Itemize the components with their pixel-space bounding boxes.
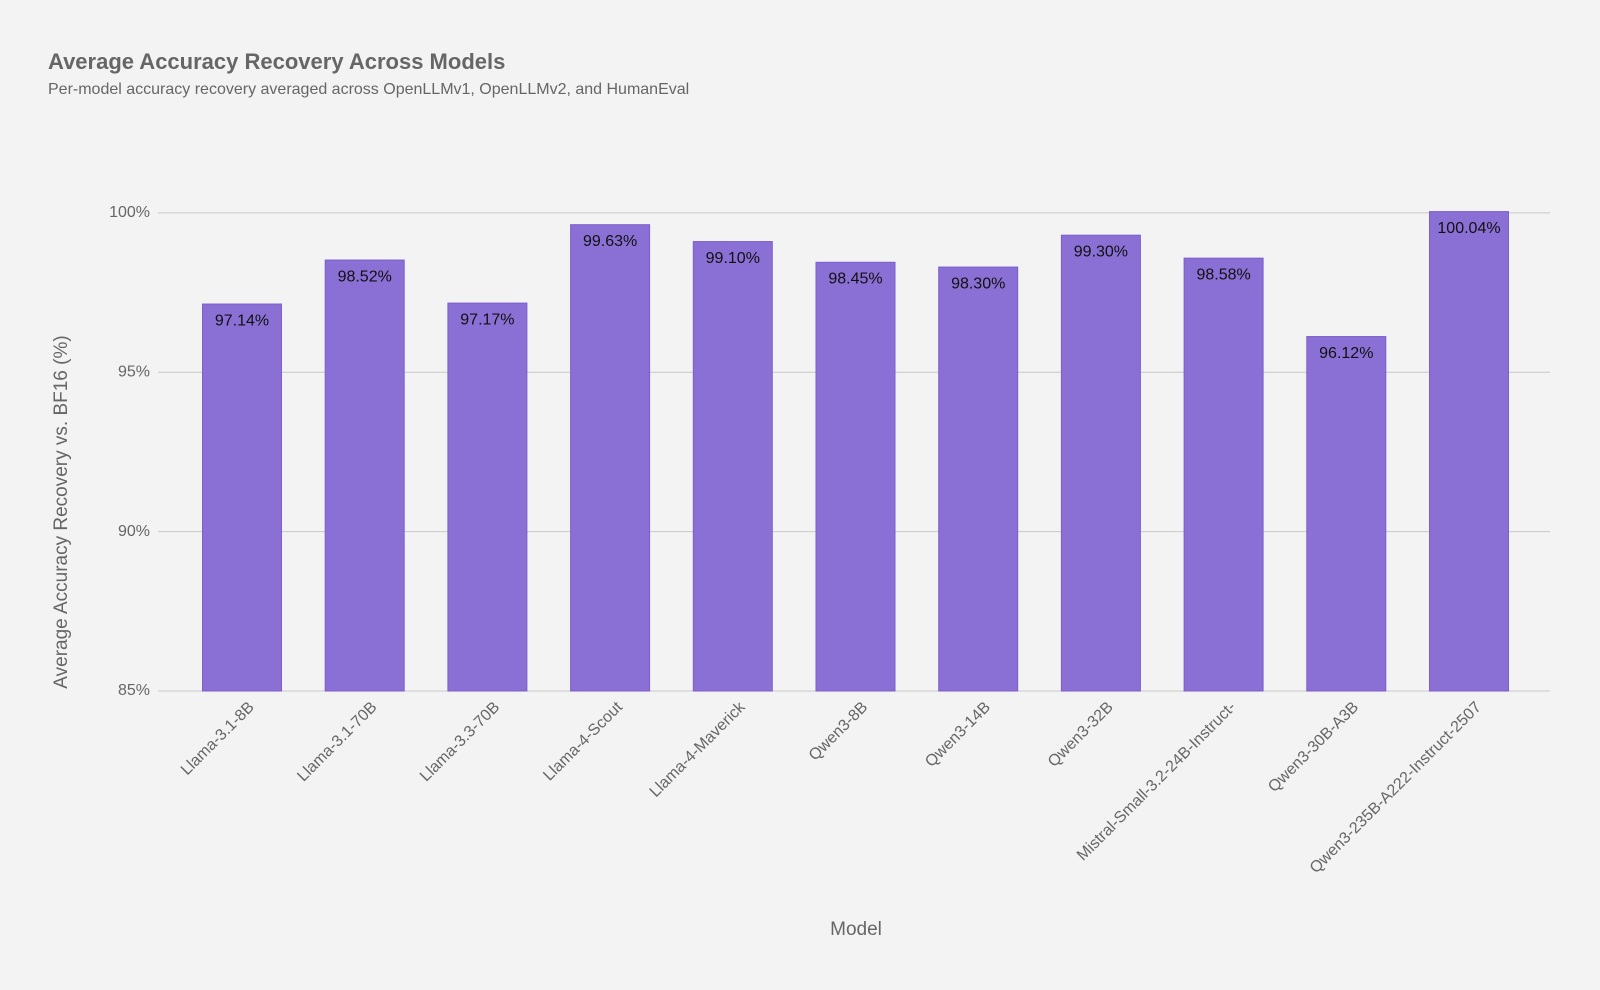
bar [815, 261, 896, 692]
bar [1183, 257, 1264, 692]
value-label: 98.58% [1196, 266, 1250, 283]
y-tick-label: 100% [109, 204, 150, 221]
value-label: 98.30% [951, 275, 1005, 292]
bar [324, 259, 405, 692]
bar [1306, 336, 1387, 692]
bar [202, 303, 282, 692]
value-label: 100.04% [1437, 220, 1500, 237]
y-tick-label: 90% [118, 523, 150, 540]
bar [447, 302, 528, 692]
bar [570, 224, 651, 692]
y-axis-title: Average Accuracy Recovery vs. BF16 (%) [51, 335, 72, 688]
bar [1429, 211, 1509, 692]
y-tick-label: 85% [118, 682, 150, 699]
value-label: 99.63% [583, 233, 637, 250]
value-label: 96.12% [1319, 345, 1373, 362]
chart-title: Average Accuracy Recovery Across Models [48, 49, 505, 74]
value-label: 99.30% [1074, 243, 1128, 260]
bar [938, 266, 1019, 692]
bar [692, 241, 773, 692]
value-label: 97.14% [215, 312, 269, 329]
y-tick-label: 95% [118, 363, 150, 380]
value-label: 99.10% [706, 250, 760, 267]
value-label: 98.45% [828, 271, 882, 288]
value-label: 97.17% [460, 311, 514, 328]
bar [1060, 234, 1141, 692]
chart-subtitle: Per-model accuracy recovery averaged acr… [48, 81, 689, 98]
value-label: 98.52% [338, 268, 392, 285]
x-axis-title: Model [830, 919, 882, 940]
